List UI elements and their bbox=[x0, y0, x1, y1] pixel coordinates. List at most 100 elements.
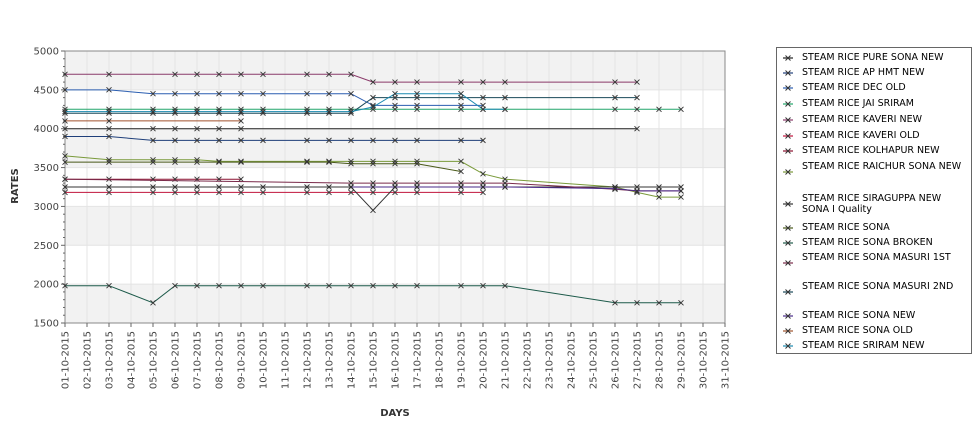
legend-marker-icon bbox=[783, 201, 793, 207]
data-point bbox=[348, 90, 354, 97]
data-point bbox=[106, 125, 112, 132]
legend-item: STEAM RICE KAVERI NEW bbox=[777, 114, 973, 125]
data-point bbox=[172, 282, 178, 289]
data-point bbox=[304, 158, 310, 165]
data-point bbox=[348, 282, 354, 289]
data-point bbox=[106, 108, 112, 115]
data-point bbox=[656, 188, 662, 194]
x-tick-label: 29-10-2015 bbox=[677, 331, 688, 389]
data-point bbox=[150, 137, 156, 144]
data-point bbox=[656, 106, 662, 113]
data-point bbox=[216, 282, 222, 289]
data-point bbox=[150, 159, 156, 165]
series bbox=[62, 133, 486, 144]
data-point bbox=[260, 137, 266, 144]
series bbox=[62, 159, 464, 175]
data-point bbox=[172, 71, 178, 78]
legend-item: STEAM RICE SONA OLD bbox=[777, 325, 973, 336]
data-point bbox=[502, 106, 508, 113]
data-point bbox=[414, 137, 420, 144]
data-point bbox=[326, 159, 332, 165]
data-point bbox=[480, 282, 486, 289]
data-point bbox=[370, 94, 376, 101]
data-point bbox=[326, 282, 332, 289]
y-tick-label: 2500 bbox=[34, 241, 59, 252]
legend-item: STEAM RICE SONA MASURI 1ST bbox=[777, 252, 973, 274]
data-point bbox=[458, 106, 464, 113]
legend-marker-icon bbox=[783, 289, 793, 295]
data-point bbox=[678, 106, 684, 113]
data-point bbox=[502, 94, 508, 101]
y-tick-label: 1500 bbox=[34, 319, 59, 330]
legend-label: STEAM RICE DEC OLD bbox=[802, 82, 906, 93]
chart-legend: STEAM RICE PURE SONA NEW STEAM RICE AP HM… bbox=[776, 47, 972, 354]
legend-marker-icon bbox=[783, 54, 793, 61]
data-point bbox=[216, 125, 222, 132]
data-point bbox=[392, 137, 398, 144]
x-tick-label: 06-10-2015 bbox=[171, 331, 182, 389]
data-point bbox=[216, 90, 222, 97]
data-point bbox=[612, 79, 618, 85]
data-point bbox=[502, 79, 508, 85]
data-point bbox=[656, 194, 662, 200]
data-point bbox=[106, 118, 112, 124]
data-point bbox=[304, 184, 310, 190]
data-point bbox=[106, 156, 112, 163]
data-point bbox=[392, 282, 398, 289]
data-point bbox=[612, 94, 618, 101]
series-line bbox=[65, 136, 483, 141]
data-point bbox=[414, 189, 420, 196]
data-point bbox=[634, 79, 640, 85]
data-point bbox=[326, 137, 332, 144]
data-point bbox=[150, 125, 156, 132]
data-point bbox=[392, 189, 398, 196]
legend-item: STEAM RICE SONA bbox=[777, 222, 973, 233]
data-point bbox=[392, 79, 398, 85]
data-point bbox=[370, 104, 376, 110]
x-tick-label: 31-10-2015 bbox=[721, 331, 732, 389]
legend-item: STEAM RICE PURE SONA NEW bbox=[777, 52, 973, 63]
data-point bbox=[370, 207, 376, 214]
data-point bbox=[216, 189, 222, 196]
data-point bbox=[634, 188, 640, 194]
y-tick-label: 5000 bbox=[34, 47, 59, 58]
x-tick-label: 14-10-2015 bbox=[347, 331, 358, 389]
data-point bbox=[62, 71, 68, 78]
data-point bbox=[106, 87, 112, 93]
data-point bbox=[326, 184, 332, 190]
data-point bbox=[480, 137, 486, 144]
series bbox=[62, 125, 640, 132]
data-point bbox=[106, 176, 112, 183]
data-point bbox=[106, 159, 112, 165]
data-point bbox=[260, 71, 266, 78]
data-point bbox=[480, 79, 486, 85]
data-point bbox=[150, 189, 156, 196]
legend-marker-icon bbox=[783, 260, 793, 266]
data-point bbox=[260, 184, 266, 190]
x-tick-label: 17-10-2015 bbox=[413, 331, 424, 389]
data-point bbox=[150, 156, 156, 163]
series-group bbox=[62, 71, 684, 306]
series bbox=[62, 90, 508, 115]
legend-label: STEAM RICE RAICHUR SONA NEW bbox=[802, 161, 962, 172]
legend-label: STEAM RICE KAVERI OLD bbox=[802, 130, 920, 141]
data-point bbox=[238, 189, 244, 196]
x-tick-label: 07-10-2015 bbox=[193, 331, 204, 389]
series-line bbox=[65, 73, 637, 83]
legend-item: STEAM RICE KAVERI OLD bbox=[777, 130, 973, 141]
data-point bbox=[348, 189, 354, 196]
x-tick-label: 21-10-2015 bbox=[501, 331, 512, 389]
legend-label: STEAM RICE KAVERI NEW bbox=[802, 114, 922, 125]
data-point bbox=[348, 71, 354, 78]
data-point bbox=[260, 90, 266, 97]
data-point bbox=[612, 186, 618, 193]
data-point bbox=[678, 194, 684, 200]
x-tick-label: 20-10-2015 bbox=[479, 331, 490, 389]
x-tick-label: 30-10-2015 bbox=[699, 331, 710, 389]
y-tick-label: 4500 bbox=[34, 85, 59, 96]
data-point bbox=[238, 159, 244, 165]
x-tick-label: 22-10-2015 bbox=[523, 331, 534, 389]
legend-marker-icon bbox=[783, 169, 793, 175]
data-point bbox=[216, 184, 222, 190]
